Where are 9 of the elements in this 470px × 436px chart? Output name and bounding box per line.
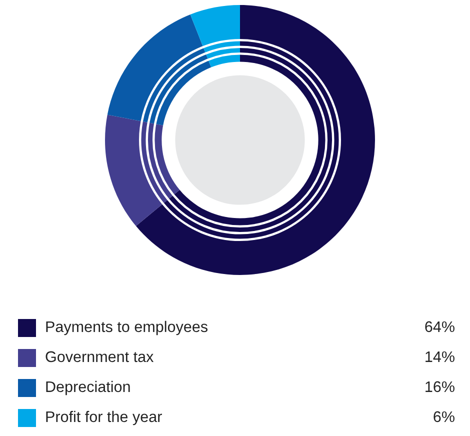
- legend-label: Government tax: [46, 351, 154, 362]
- data-label: 14%: [426, 351, 454, 362]
- data-label: 6%: [434, 411, 454, 422]
- data-label: 64%: [425, 321, 454, 332]
- legend-label: Depreciation: [46, 380, 130, 396]
- data-label: 16%: [426, 381, 454, 392]
- donut-slice: [136, 5, 375, 275]
- legend-label: Payments to employees: [46, 320, 208, 336]
- legend-label: Profit for the year: [46, 410, 162, 426]
